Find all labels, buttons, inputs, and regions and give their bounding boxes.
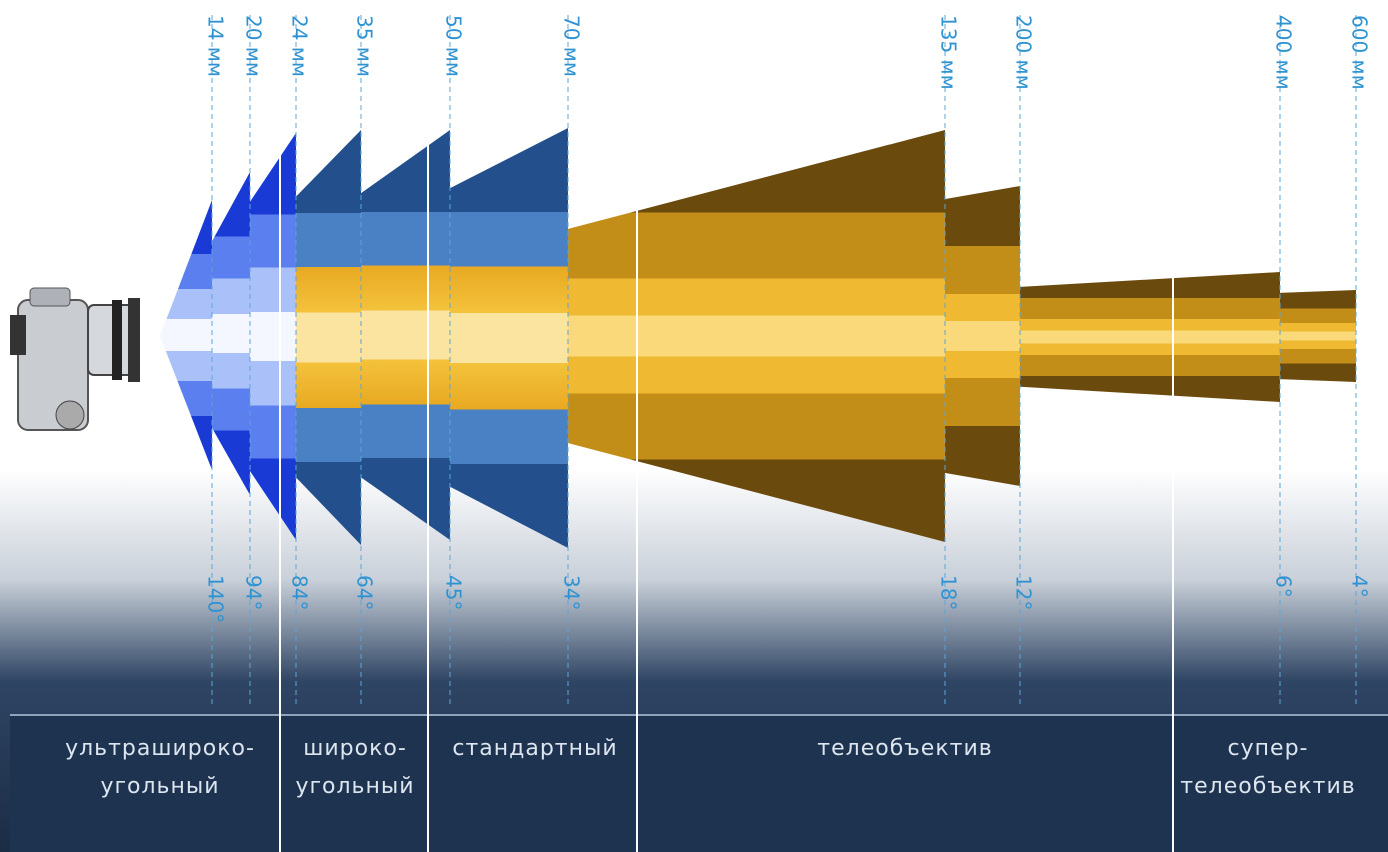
view-angle: 34° bbox=[560, 575, 584, 610]
focal-length: 70 мм bbox=[560, 15, 584, 77]
category-label: широко- bbox=[303, 736, 407, 761]
category-dividers bbox=[279, 140, 1174, 852]
category-band bbox=[10, 715, 1388, 852]
category-label: угольный bbox=[100, 774, 219, 799]
focal-length: 14 мм bbox=[204, 15, 228, 77]
focal-length: 135 мм bbox=[937, 15, 961, 90]
view-angle: 64° bbox=[353, 575, 377, 610]
focal-length: 50 мм bbox=[442, 15, 466, 77]
focal-length: 24 мм bbox=[288, 15, 312, 77]
camera bbox=[10, 287, 140, 431]
category-label: ультрашироко- bbox=[65, 736, 255, 761]
view-angle: 4° bbox=[1348, 575, 1372, 598]
focal-length: 400 мм bbox=[1272, 15, 1296, 90]
view-angle: 6° bbox=[1272, 575, 1296, 598]
view-cone bbox=[160, 200, 212, 470]
category-label: стандартный bbox=[452, 736, 617, 761]
focal-length: 600 мм bbox=[1348, 15, 1372, 90]
focal-length: 20 мм bbox=[242, 15, 266, 77]
labels: 14 мм 140° 20 мм 94° 24 мм 84° 35 мм 64° 50 мм 45… bbox=[65, 15, 1372, 799]
category-label: супер- bbox=[1228, 736, 1309, 761]
focal-length: 35 мм bbox=[353, 15, 377, 77]
view-angle: 12° bbox=[1012, 575, 1036, 610]
view-angle: 84° bbox=[288, 575, 312, 610]
focal-length: 200 мм bbox=[1012, 15, 1036, 90]
category-label: телеобъектив bbox=[817, 736, 992, 761]
view-angle: 18° bbox=[937, 575, 961, 610]
view-angle: 45° bbox=[442, 575, 466, 610]
cones bbox=[160, 128, 1356, 548]
view-angle: 140° bbox=[204, 575, 228, 623]
category-label: телеобъектив bbox=[1180, 774, 1355, 799]
category-label: угольный bbox=[295, 774, 414, 799]
view-angle: 94° bbox=[242, 575, 266, 610]
